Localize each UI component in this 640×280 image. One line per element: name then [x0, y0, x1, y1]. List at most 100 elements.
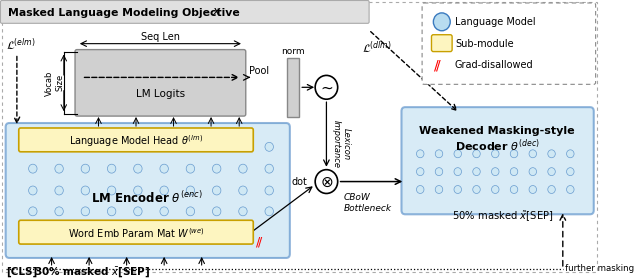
- Circle shape: [81, 186, 90, 195]
- Text: $\!/\!/$: $\!/\!/$: [255, 235, 264, 249]
- Text: $x$: $x$: [212, 5, 222, 18]
- Circle shape: [417, 150, 424, 158]
- Text: LM Encoder $\theta^{(enc)}$: LM Encoder $\theta^{(enc)}$: [92, 190, 203, 206]
- Circle shape: [239, 142, 247, 151]
- Circle shape: [239, 164, 247, 173]
- Circle shape: [510, 168, 518, 176]
- Text: Seq Len: Seq Len: [141, 32, 180, 42]
- Circle shape: [510, 186, 518, 193]
- Circle shape: [186, 142, 195, 151]
- Circle shape: [160, 142, 168, 151]
- Circle shape: [529, 150, 536, 158]
- Text: Language Model Head $\theta^{(lm)}$: Language Model Head $\theta^{(lm)}$: [69, 133, 203, 149]
- Text: Masked Language Modeling Objective: Masked Language Modeling Objective: [8, 8, 243, 18]
- Circle shape: [265, 164, 273, 173]
- Circle shape: [160, 164, 168, 173]
- Circle shape: [108, 207, 116, 216]
- Circle shape: [212, 186, 221, 195]
- Circle shape: [492, 186, 499, 193]
- Circle shape: [29, 164, 37, 173]
- Circle shape: [417, 168, 424, 176]
- Text: dot: dot: [292, 177, 308, 186]
- Circle shape: [433, 13, 451, 31]
- Circle shape: [29, 207, 37, 216]
- Text: CBoW
Bottleneck: CBoW Bottleneck: [343, 193, 392, 213]
- Circle shape: [492, 168, 499, 176]
- Circle shape: [529, 168, 536, 176]
- Text: 30% masked $\bar{x}$[SEP]: 30% masked $\bar{x}$[SEP]: [34, 265, 150, 279]
- Circle shape: [315, 170, 338, 193]
- Circle shape: [492, 150, 499, 158]
- Text: Sub-module: Sub-module: [455, 39, 513, 49]
- Circle shape: [212, 207, 221, 216]
- Circle shape: [108, 142, 116, 151]
- Text: further masking: further masking: [564, 264, 634, 273]
- Circle shape: [315, 75, 338, 99]
- FancyBboxPatch shape: [401, 107, 594, 214]
- FancyBboxPatch shape: [19, 128, 253, 152]
- FancyBboxPatch shape: [19, 220, 253, 244]
- Circle shape: [55, 142, 63, 151]
- Circle shape: [134, 207, 142, 216]
- FancyBboxPatch shape: [431, 35, 452, 52]
- Text: Language Model: Language Model: [455, 17, 536, 27]
- Circle shape: [81, 164, 90, 173]
- Text: Grad-disallowed: Grad-disallowed: [455, 60, 534, 71]
- Text: norm: norm: [282, 47, 305, 56]
- Circle shape: [265, 186, 273, 195]
- Circle shape: [55, 186, 63, 195]
- Text: ~: ~: [320, 81, 333, 96]
- Text: Weakened Masking-style: Weakened Masking-style: [419, 126, 575, 136]
- Text: $\!/\!/$: $\!/\!/$: [433, 58, 442, 73]
- Circle shape: [55, 164, 63, 173]
- Circle shape: [454, 168, 461, 176]
- Text: $\otimes$: $\otimes$: [320, 175, 333, 190]
- Circle shape: [55, 207, 63, 216]
- Text: $\mathcal{L}^{(elm)}$: $\mathcal{L}^{(elm)}$: [6, 36, 35, 53]
- FancyBboxPatch shape: [422, 3, 596, 84]
- Circle shape: [108, 164, 116, 173]
- Circle shape: [160, 207, 168, 216]
- Circle shape: [510, 150, 518, 158]
- Circle shape: [81, 207, 90, 216]
- Circle shape: [529, 186, 536, 193]
- Circle shape: [473, 186, 480, 193]
- Circle shape: [29, 142, 37, 151]
- Text: Word Emb Param Mat $W^{(we)}$: Word Emb Param Mat $W^{(we)}$: [68, 226, 204, 240]
- Text: Vocab
Size: Vocab Size: [45, 70, 64, 95]
- Circle shape: [548, 168, 556, 176]
- Text: [CLS]: [CLS]: [6, 267, 37, 277]
- Circle shape: [566, 168, 574, 176]
- FancyBboxPatch shape: [1, 1, 369, 23]
- Circle shape: [134, 142, 142, 151]
- Circle shape: [212, 142, 221, 151]
- Circle shape: [265, 142, 273, 151]
- FancyBboxPatch shape: [75, 50, 246, 116]
- Circle shape: [548, 186, 556, 193]
- Circle shape: [186, 207, 195, 216]
- Circle shape: [454, 150, 461, 158]
- Circle shape: [160, 186, 168, 195]
- Circle shape: [435, 186, 443, 193]
- Circle shape: [454, 186, 461, 193]
- Circle shape: [134, 164, 142, 173]
- Text: $\mathcal{L}^{(dlm)}$: $\mathcal{L}^{(dlm)}$: [362, 39, 392, 56]
- Circle shape: [29, 186, 37, 195]
- Circle shape: [435, 168, 443, 176]
- Circle shape: [239, 207, 247, 216]
- Text: Decoder $\theta^{(dec)}$: Decoder $\theta^{(dec)}$: [454, 137, 540, 154]
- Circle shape: [566, 150, 574, 158]
- Circle shape: [239, 186, 247, 195]
- FancyBboxPatch shape: [6, 123, 290, 258]
- Text: 50% masked $\tilde{x}$[SEP]: 50% masked $\tilde{x}$[SEP]: [452, 209, 554, 224]
- Circle shape: [81, 142, 90, 151]
- FancyBboxPatch shape: [287, 58, 300, 117]
- Circle shape: [134, 186, 142, 195]
- Circle shape: [473, 150, 480, 158]
- Text: Pool: Pool: [248, 66, 269, 76]
- Circle shape: [435, 150, 443, 158]
- Circle shape: [186, 186, 195, 195]
- Circle shape: [108, 186, 116, 195]
- Circle shape: [473, 168, 480, 176]
- Circle shape: [265, 207, 273, 216]
